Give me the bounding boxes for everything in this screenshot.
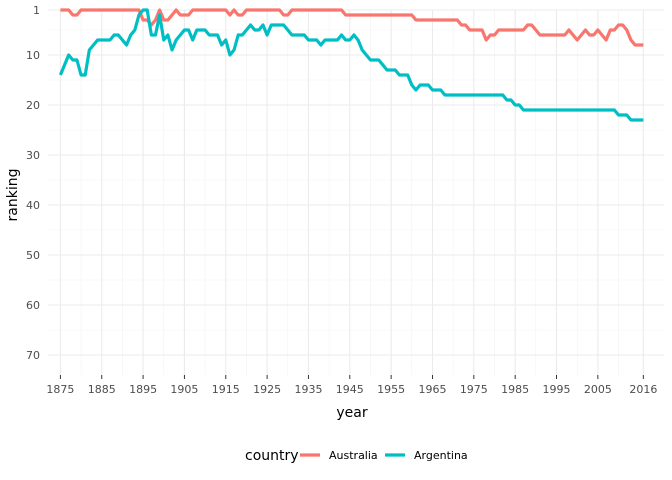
legend-items: Australia Argentina [300, 449, 468, 462]
x-tick-label: 1905 [170, 383, 198, 396]
series-lines [58, 8, 644, 122]
x-tick-labels: 1875 1885 1895 1905 1915 1925 1935 1945 1955 1965… [46, 383, 657, 396]
x-tick-label: 1875 [46, 383, 74, 396]
legend-title: country [245, 448, 299, 464]
x-tick-label: 1955 [377, 383, 405, 396]
y-tick-label: 60 [26, 299, 40, 312]
x-tick-marks [59, 375, 644, 379]
y-tick-label: 50 [26, 249, 40, 262]
y-tick-label: 30 [26, 149, 40, 162]
legend-label-argentina: Argentina [414, 449, 468, 462]
legend-label-australia: Australia [329, 449, 378, 462]
legend: country Australia Argentina [245, 448, 468, 464]
x-tick-label: 1925 [253, 383, 281, 396]
x-tick-label: 1885 [88, 383, 116, 396]
y-tick-label: 20 [26, 99, 40, 112]
x-tick-label: 1985 [501, 383, 529, 396]
grid-major [48, 9, 664, 375]
x-tick-label: 2016 [629, 383, 657, 396]
y-tick-labels: 1 10 20 30 40 50 60 70 [26, 4, 40, 362]
y-tick-label: 70 [26, 349, 40, 362]
x-tick-label: 1935 [294, 383, 322, 396]
x-tick-label: 1975 [460, 383, 488, 396]
x-tick-label: 1965 [418, 383, 446, 396]
x-tick-label: 1895 [129, 383, 157, 396]
x-tick-label: 1995 [543, 383, 571, 396]
y-axis-title: ranking [5, 169, 21, 222]
y-tick-label: 1 [33, 4, 40, 17]
y-tick-label: 40 [26, 199, 40, 212]
grid-minor [48, 10, 664, 375]
x-tick-label: 2005 [584, 383, 612, 396]
y-tick-label: 10 [26, 49, 40, 62]
x-tick-label: 1945 [336, 383, 364, 396]
x-tick-label: 1915 [212, 383, 240, 396]
series-line-argentina [58, 8, 644, 122]
x-axis-title: year [336, 405, 367, 421]
series-line-australia [60, 8, 644, 47]
